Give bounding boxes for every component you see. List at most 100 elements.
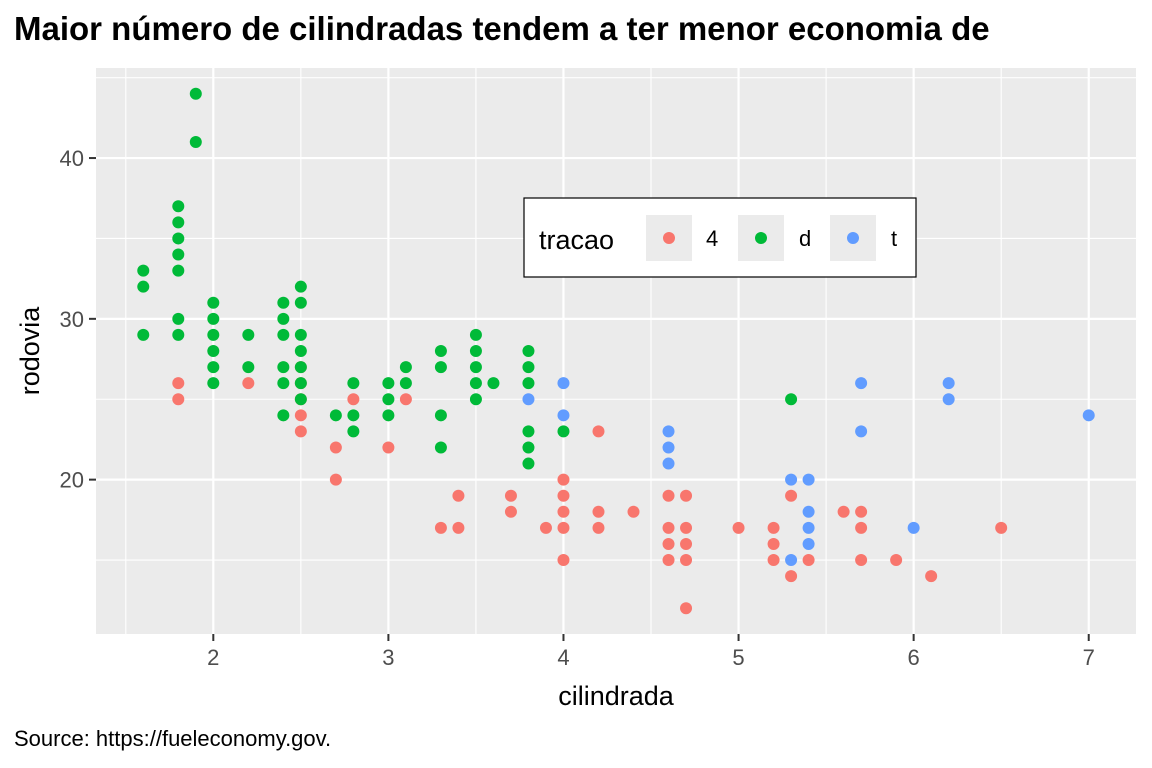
data-point-d xyxy=(207,345,220,357)
data-point-d xyxy=(399,377,412,390)
legend-label: d xyxy=(799,226,811,251)
data-point-4 xyxy=(767,537,780,550)
data-point-t xyxy=(802,537,815,550)
legend-entry-t: t xyxy=(830,215,897,261)
data-point-d xyxy=(294,328,307,341)
x-axis-title: cilindrada xyxy=(558,681,675,711)
data-point-4 xyxy=(837,505,850,518)
data-point-d xyxy=(137,280,150,293)
data-point-4 xyxy=(329,473,342,486)
data-point-d xyxy=(207,328,220,341)
data-point-4 xyxy=(452,489,465,502)
data-point-d xyxy=(434,409,447,422)
data-point-d xyxy=(294,377,307,390)
data-point-d xyxy=(242,328,255,341)
data-point-d xyxy=(294,280,307,293)
data-point-4 xyxy=(662,489,675,502)
data-point-4 xyxy=(452,521,465,534)
x-tick-label: 7 xyxy=(1083,645,1095,670)
legend-title: tracao xyxy=(539,225,614,255)
data-point-d xyxy=(172,264,185,277)
data-point-d xyxy=(294,393,307,406)
data-point-d xyxy=(189,135,202,148)
y-tick-label: 30 xyxy=(60,307,84,332)
y-tick-label: 20 xyxy=(60,468,84,493)
data-point-4 xyxy=(680,602,693,615)
data-point-4 xyxy=(557,521,570,534)
data-point-4 xyxy=(662,554,675,567)
data-point-d xyxy=(172,312,185,325)
data-point-4 xyxy=(925,570,938,583)
data-point-d xyxy=(207,296,220,309)
data-point-d xyxy=(522,425,535,438)
data-point-t xyxy=(942,377,955,390)
data-point-4 xyxy=(802,554,815,567)
data-point-d xyxy=(434,345,447,357)
data-point-d xyxy=(277,296,290,309)
y-axis: 20 30 40 xyxy=(60,146,96,493)
data-point-4 xyxy=(855,521,868,534)
legend-label: t xyxy=(891,226,897,251)
data-point-d xyxy=(522,441,535,454)
data-point-d xyxy=(277,361,290,374)
legend-key-dot xyxy=(663,232,675,244)
data-point-t xyxy=(855,377,868,390)
data-point-4 xyxy=(732,521,745,534)
data-point-4 xyxy=(382,441,395,454)
data-point-4 xyxy=(557,554,570,567)
x-tick-label: 5 xyxy=(732,645,744,670)
data-point-t xyxy=(785,554,798,567)
data-point-4 xyxy=(767,521,780,534)
data-point-d xyxy=(382,377,395,390)
data-point-d xyxy=(469,361,482,374)
data-point-d xyxy=(469,377,482,390)
data-point-t xyxy=(802,473,815,486)
data-point-d xyxy=(294,345,307,357)
data-point-4 xyxy=(680,554,693,567)
data-point-d xyxy=(785,393,798,406)
data-point-d xyxy=(382,409,395,422)
data-point-4 xyxy=(995,521,1008,534)
data-point-d xyxy=(172,328,185,341)
data-point-d xyxy=(172,248,185,261)
data-point-t xyxy=(942,393,955,406)
plot-panel xyxy=(96,68,1136,634)
data-point-d xyxy=(469,328,482,341)
y-tick-label: 40 xyxy=(60,146,84,171)
data-point-d xyxy=(294,296,307,309)
data-point-4 xyxy=(680,521,693,534)
y-axis-title: rodovia xyxy=(15,306,45,396)
data-point-t xyxy=(557,377,570,390)
legend-label: 4 xyxy=(706,226,718,251)
data-point-d xyxy=(137,328,150,341)
data-point-d xyxy=(487,377,500,390)
data-point-4 xyxy=(592,425,605,438)
data-point-4 xyxy=(680,489,693,502)
legend: tracao 4 d t xyxy=(523,197,917,278)
data-point-4 xyxy=(434,521,447,534)
data-point-4 xyxy=(504,489,517,502)
data-point-d xyxy=(399,361,412,374)
data-point-t xyxy=(1082,409,1095,422)
data-point-d xyxy=(434,361,447,374)
legend-entry-4: 4 xyxy=(646,215,718,261)
data-point-4 xyxy=(399,393,412,406)
data-point-d xyxy=(469,345,482,357)
data-point-d xyxy=(137,264,150,277)
data-point-d xyxy=(522,361,535,374)
data-point-d xyxy=(189,87,202,100)
data-point-t xyxy=(785,473,798,486)
data-point-d xyxy=(347,425,360,438)
data-point-t xyxy=(907,521,920,534)
data-point-d xyxy=(347,377,360,390)
data-point-t xyxy=(557,409,570,422)
data-point-4 xyxy=(662,521,675,534)
data-point-t xyxy=(855,425,868,438)
data-point-4 xyxy=(347,393,360,406)
data-point-d xyxy=(277,328,290,341)
data-point-t xyxy=(662,425,675,438)
data-point-4 xyxy=(785,570,798,583)
data-point-d xyxy=(277,377,290,390)
legend-key-dot xyxy=(847,232,859,244)
